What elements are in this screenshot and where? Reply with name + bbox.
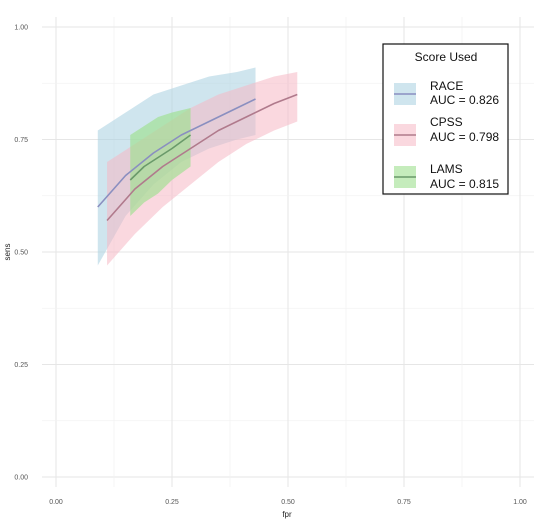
legend-title: Score Used: [415, 50, 478, 64]
roc-curve-race: [97, 98, 256, 208]
confidence-band-cpss: [107, 72, 298, 266]
legend-label-race: RACE: [430, 79, 463, 93]
y-axis-title: sens: [3, 244, 12, 261]
legend-auc-lams: AUC = 0.815: [430, 177, 499, 191]
y-tick-label: 0.50: [14, 250, 28, 257]
y-tick-label: 1.00: [14, 25, 28, 32]
y-tick-label: 0.00: [14, 475, 28, 482]
x-tick-label: 1.00: [513, 499, 527, 506]
legend: Score Used RACE AUC = 0.826 CPSS AUC = 0…: [382, 43, 509, 195]
x-tick-label: 0.00: [49, 499, 63, 506]
legend-label-lams: LAMS: [430, 162, 463, 176]
y-tick-label: 0.75: [14, 137, 28, 144]
x-tick-label: 0.25: [165, 499, 179, 506]
x-tick-label: 0.50: [281, 499, 295, 506]
legend-auc-race: AUC = 0.826: [430, 93, 499, 107]
roc-curves: [97, 93, 298, 222]
roc-curve-lams: [129, 134, 192, 181]
x-axis-title: fpr: [282, 510, 292, 519]
y-axis-ticks: 0.00 0.25 0.50 0.75 1.00: [14, 25, 28, 482]
roc-curve-cpss: [106, 93, 298, 222]
legend-label-cpss: CPSS: [430, 115, 463, 129]
confidence-bands: [97, 67, 298, 266]
x-tick-label: 0.75: [397, 499, 411, 506]
y-tick-label: 0.25: [14, 362, 28, 369]
legend-auc-cpss: AUC = 0.798: [430, 130, 499, 144]
x-axis-ticks: 0.00 0.25 0.50 0.75 1.00: [49, 499, 527, 506]
confidence-band-lams: [130, 108, 191, 216]
